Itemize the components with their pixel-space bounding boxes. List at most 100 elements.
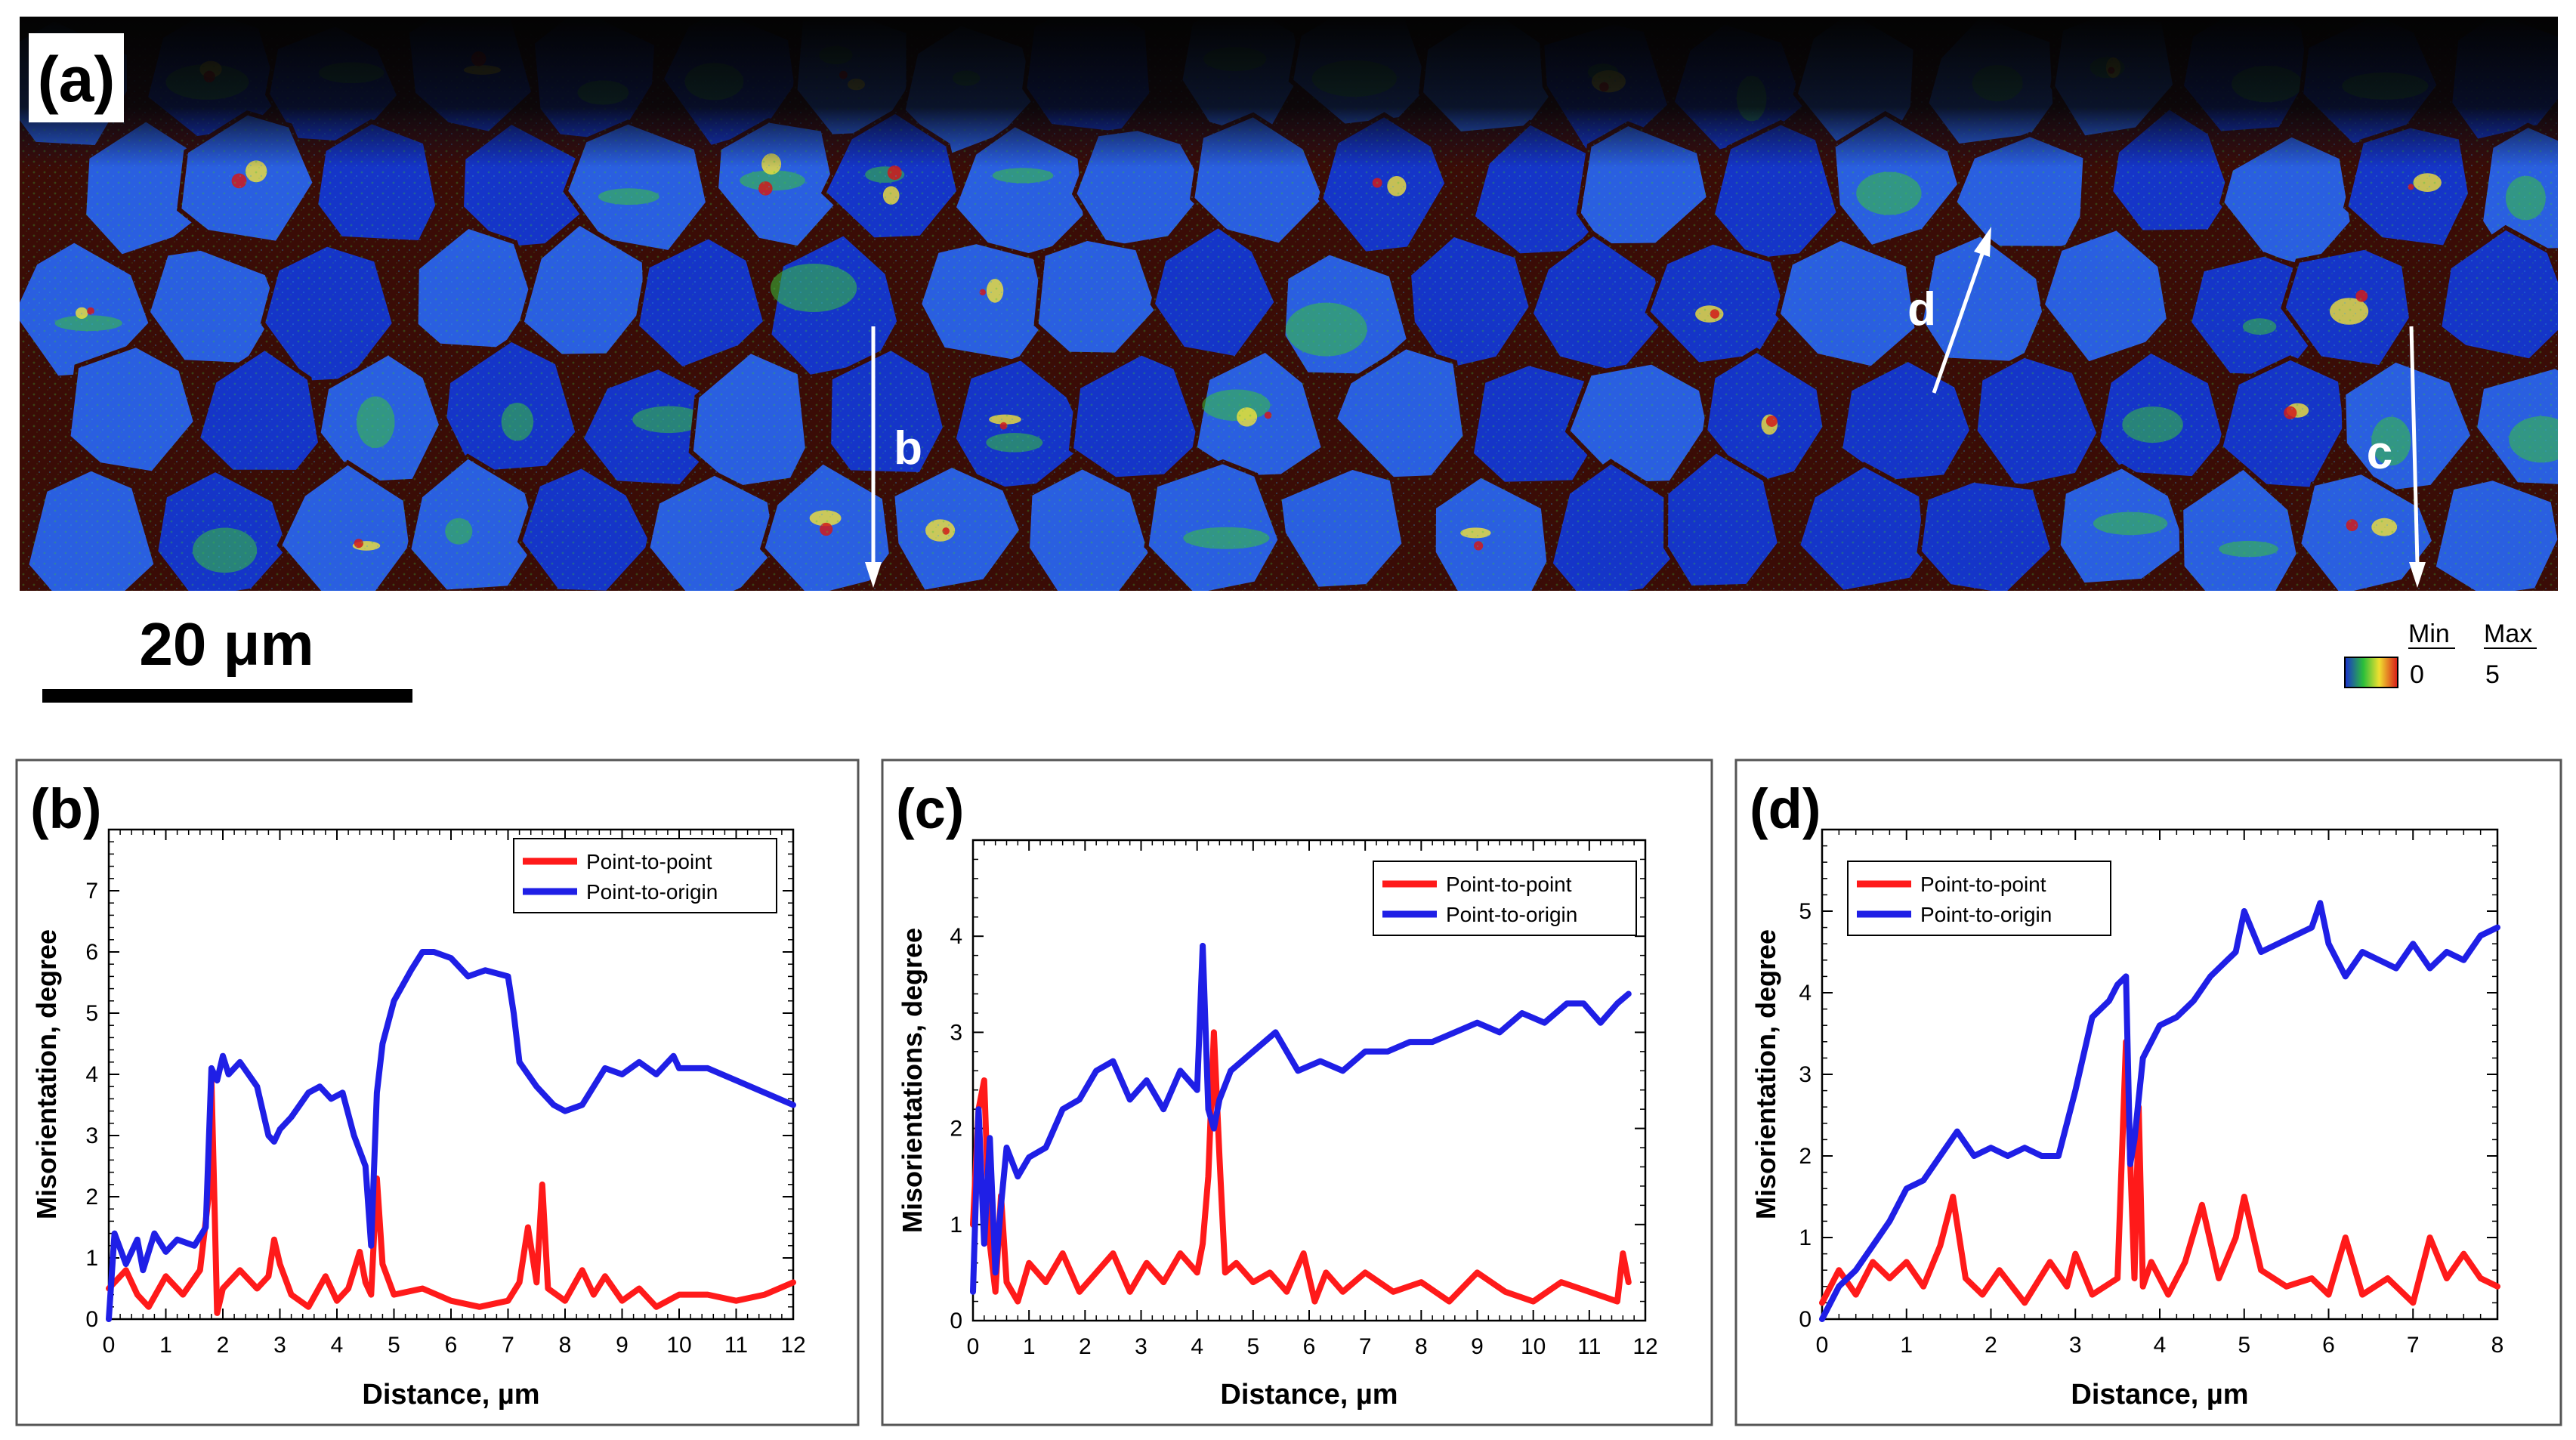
x-tick-label: 5 <box>1246 1334 1259 1359</box>
y-tick-label: 6 <box>85 940 98 965</box>
chart-panel-d: (d) 0 1 2 3 4 5 6 7 8 0 1 2 3 4 5 Distance, µm Misorienta… <box>1734 759 2562 1426</box>
x-tick-label: 12 <box>1632 1334 1657 1359</box>
y-tick-label: 2 <box>1799 1144 1812 1169</box>
legend: Point-to-point Point-to-origin <box>1847 861 2111 936</box>
y-tick-label: 1 <box>950 1213 962 1238</box>
x-tick-label: 5 <box>388 1333 400 1358</box>
y-axis-label: Misorientation, degree <box>1750 929 1781 1219</box>
profile-line-c <box>2409 326 2426 588</box>
x-tick-label: 12 <box>780 1333 805 1358</box>
panel-label: (b) <box>30 777 102 840</box>
series-line-point-to-origin <box>970 942 1632 1295</box>
y-tick-label: 3 <box>85 1123 98 1148</box>
kam-map-panel: (a) b c d 20 μm Min Max 0 <box>20 17 2558 703</box>
y-tick-label: 3 <box>950 1020 962 1045</box>
panel-a-label: (a) <box>38 44 116 115</box>
x-tick-label: 8 <box>2491 1333 2504 1358</box>
profile-line-d <box>1932 227 1991 394</box>
chart-border <box>1734 759 2562 1426</box>
legend: Point-to-point Point-to-origin <box>1373 861 1637 936</box>
x-tick-label: 3 <box>1135 1334 1147 1359</box>
y-tick-label: 7 <box>85 879 98 904</box>
x-tick-label: 1 <box>1023 1334 1036 1359</box>
y-tick-label: 4 <box>85 1062 98 1087</box>
x-tick-label: 6 <box>2322 1333 2335 1358</box>
y-tick-label: 3 <box>1799 1062 1812 1087</box>
x-tick-label: 8 <box>1415 1334 1428 1359</box>
y-tick-label: 0 <box>85 1307 98 1332</box>
panel-a-label-box <box>29 33 124 122</box>
profile-line-b <box>865 326 882 588</box>
y-tick-label: 1 <box>85 1246 98 1271</box>
x-tick-label: 4 <box>1191 1334 1203 1359</box>
series-line-point-to-point <box>970 1029 1632 1305</box>
kam-map-image <box>20 17 2558 591</box>
y-axis-label: Misorientation, degree <box>31 929 62 1219</box>
legend-label: Point-to-point <box>586 850 712 873</box>
x-tick-label: 2 <box>1079 1334 1092 1359</box>
x-axis-label: Distance, µm <box>1220 1379 1398 1411</box>
y-tick-label: 4 <box>950 924 962 949</box>
x-tick-label: 3 <box>273 1333 286 1358</box>
x-tick-label: 3 <box>2069 1333 2082 1358</box>
legend-label: Point-to-origin <box>1446 903 1577 926</box>
colorbar-min-value: 0 <box>2410 660 2424 689</box>
chart-border <box>881 759 1713 1426</box>
y-tick-label: 4 <box>1799 981 1812 1006</box>
panel-label: (d) <box>1750 777 1821 840</box>
x-tick-label: 4 <box>331 1333 344 1358</box>
x-axis-label: Distance, µm <box>362 1379 539 1411</box>
y-tick-label: 2 <box>85 1185 98 1210</box>
series-line-point-to-point <box>1819 1038 2500 1306</box>
legend-box <box>1847 861 2111 936</box>
x-tick-label: 2 <box>217 1333 230 1358</box>
x-tick-label: 11 <box>1577 1334 1601 1359</box>
x-tick-label: 0 <box>1816 1333 1829 1358</box>
profile-label-b: b <box>894 422 922 474</box>
panel-label: (c) <box>896 777 964 840</box>
scale-bar-label: 20 μm <box>139 610 314 678</box>
x-axis-label: Distance, µm <box>2071 1379 2248 1411</box>
y-tick-label: 1 <box>1799 1225 1812 1250</box>
legend-label: Point-to-origin <box>586 880 718 904</box>
profile-label-c: c <box>2367 427 2392 479</box>
x-tick-label: 6 <box>1303 1334 1316 1359</box>
colorbar-swatch <box>2344 657 2398 688</box>
colorbar-min-header: Min <box>2408 620 2450 648</box>
series-line-point-to-origin <box>106 949 796 1322</box>
y-axis-label: Misorientations, degree <box>897 928 928 1233</box>
legend: Point-to-point Point-to-origin <box>513 838 777 913</box>
y-tick-label: 0 <box>950 1309 962 1333</box>
profile-label-d: d <box>1907 283 1936 335</box>
y-tick-label: 5 <box>85 1001 98 1026</box>
y-tick-label: 0 <box>1799 1307 1812 1332</box>
x-tick-label: 5 <box>2238 1333 2250 1358</box>
colorbar-max-header: Max <box>2484 620 2532 648</box>
legend-box <box>513 838 777 913</box>
legend-box <box>1373 861 1637 936</box>
x-tick-label: 8 <box>559 1333 572 1358</box>
scale-bar: 20 μm <box>42 610 412 703</box>
x-tick-label: 6 <box>445 1333 458 1358</box>
x-tick-label: 11 <box>724 1333 748 1358</box>
legend-label: Point-to-point <box>1446 873 1572 896</box>
x-tick-label: 0 <box>103 1333 116 1358</box>
colorbar-legend: Min Max 0 5 <box>2344 620 2537 689</box>
x-tick-label: 1 <box>1900 1333 1913 1358</box>
series-line-point-to-origin <box>1819 900 2500 1322</box>
x-tick-label: 9 <box>616 1333 629 1358</box>
x-tick-label: 1 <box>159 1333 172 1358</box>
x-tick-label: 7 <box>502 1333 514 1358</box>
legend-label: Point-to-point <box>1920 873 2046 896</box>
legend-label: Point-to-origin <box>1920 903 2052 926</box>
x-tick-label: 0 <box>967 1334 980 1359</box>
x-tick-label: 9 <box>1471 1334 1484 1359</box>
x-tick-label: 10 <box>666 1333 691 1358</box>
x-tick-label: 7 <box>1359 1334 1372 1359</box>
x-tick-label: 7 <box>2407 1333 2420 1358</box>
y-tick-label: 5 <box>1799 899 1812 924</box>
y-tick-label: 2 <box>950 1117 962 1142</box>
